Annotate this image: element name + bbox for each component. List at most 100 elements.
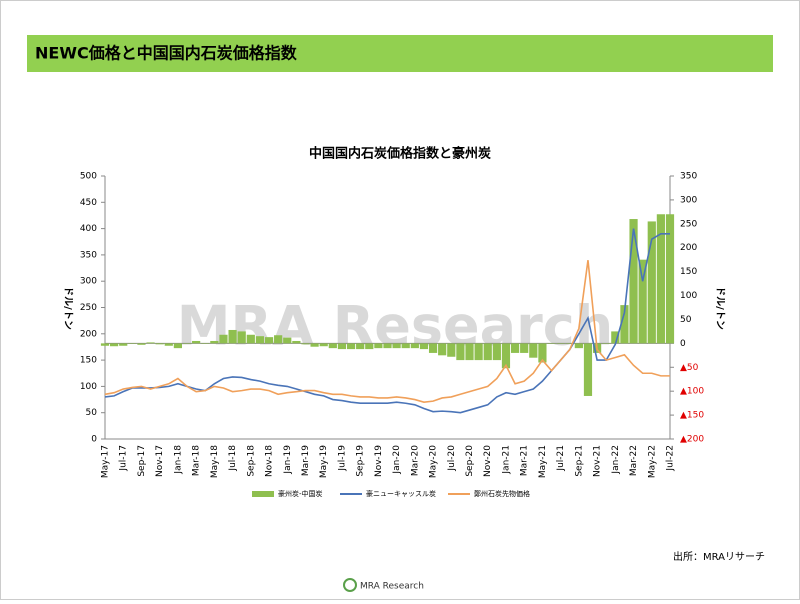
x-tick-label: Sep-21 [574, 445, 584, 477]
x-tick-label: Jul-20 [447, 445, 457, 472]
bar [538, 343, 547, 363]
y-tick-label: 450 [80, 198, 97, 208]
chart-title: 中国国内石炭価格指数と豪州炭 [309, 146, 491, 162]
bar [556, 343, 565, 344]
bar [255, 336, 265, 344]
bar [283, 337, 292, 344]
bar [274, 335, 283, 344]
bar [602, 343, 611, 344]
x-tick-label: Jan-21 [501, 445, 511, 475]
y-tick-label: 50 [86, 408, 98, 418]
x-tick-label: Jul-18 [228, 445, 238, 472]
y2-tick-label: ▲200 [680, 435, 704, 445]
y-tick-label: 150 [80, 356, 97, 366]
x-tick-label: Jul-21 [556, 445, 566, 472]
bar [337, 343, 347, 350]
x-tick-label: Nov-19 [374, 445, 384, 477]
bar [565, 343, 574, 344]
header-bar [27, 35, 773, 72]
y-tick-label: 200 [80, 329, 97, 339]
bar [328, 343, 337, 349]
y2-axis-label: ドル/トン [714, 286, 726, 330]
x-tick-label: Jan-20 [392, 445, 402, 475]
y2-tick-label: ▲100 [680, 387, 704, 397]
y-tick-label: 300 [80, 277, 97, 287]
bar [155, 343, 164, 345]
bar [520, 343, 529, 353]
x-tick-label: Sep-17 [137, 445, 147, 477]
bar [219, 334, 228, 344]
y-tick-label: 250 [80, 303, 97, 313]
x-tick-label: May-17 [101, 445, 111, 478]
x-tick-label: Jul-19 [337, 445, 347, 472]
bar [237, 331, 246, 344]
bar [137, 343, 146, 345]
bar [119, 343, 128, 346]
bar [428, 343, 438, 353]
logo [343, 578, 357, 592]
bar [228, 329, 237, 344]
watermark: MRA Research [177, 295, 613, 358]
bar [392, 343, 401, 349]
bar [365, 343, 374, 350]
bar [410, 343, 419, 349]
bar [501, 343, 511, 369]
y2-tick-label: 200 [680, 243, 697, 253]
y2-tick-label: ▲50 [680, 363, 699, 373]
header-title: NEWC価格と中国国内石炭価格指数 [35, 44, 298, 63]
x-tick-label: Sep-18 [246, 445, 256, 477]
bar [110, 343, 119, 347]
x-tick-label: Sep-20 [465, 445, 475, 477]
x-tick-label: Nov-17 [155, 445, 165, 477]
x-tick-label: Mar-21 [520, 445, 530, 476]
bar [438, 343, 447, 356]
x-tick-label: May-18 [210, 445, 220, 478]
bar [629, 219, 638, 344]
bar [301, 343, 310, 345]
bar [510, 343, 520, 353]
bar [474, 343, 483, 361]
x-tick-label: Nov-20 [483, 445, 493, 477]
bar [192, 340, 201, 344]
bar [547, 343, 556, 344]
x-tick-label: May-20 [429, 445, 439, 478]
bar [620, 305, 629, 344]
line-series [104, 228, 670, 414]
bar [456, 343, 465, 361]
y2-tick-label: 50 [680, 315, 692, 325]
y2-tick-label: 150 [680, 267, 697, 277]
y2-tick-label: 100 [680, 291, 697, 301]
footer-brand: MRA Research [360, 582, 424, 592]
x-tick-label: Mar-22 [629, 445, 639, 476]
x-tick-label: Jan-22 [611, 445, 621, 475]
y2-tick-label: 0 [680, 339, 686, 349]
bar [401, 343, 410, 349]
bar [492, 343, 501, 361]
x-tick-label: Sep-19 [356, 445, 366, 477]
y2-tick-label: 250 [680, 219, 697, 229]
x-tick-label: Mar-18 [192, 445, 202, 476]
bar [583, 343, 593, 396]
x-tick-label: Jan-19 [283, 445, 293, 475]
x-tick-label: May-21 [538, 445, 548, 478]
bar [447, 343, 456, 357]
y-axis-label: ドル/トン [62, 286, 74, 330]
y2-tick-label: 300 [680, 195, 697, 205]
bar [182, 343, 192, 344]
x-tick-label: May-19 [319, 445, 329, 478]
bar [483, 343, 492, 361]
bar [164, 343, 173, 346]
bar [356, 343, 365, 350]
source-note: 出所：MRAリサーチ [673, 550, 765, 563]
x-tick-label: Jan-18 [173, 445, 183, 475]
bar [173, 343, 183, 349]
bar [346, 343, 356, 350]
bar [465, 343, 474, 361]
bar [246, 334, 255, 344]
line-series [104, 260, 670, 403]
y2-tick-label: 350 [680, 172, 697, 182]
legend-label: 豪ニューキャッスル炭 [366, 489, 436, 498]
legend-label: 鄭州石炭先物価格 [474, 489, 530, 498]
x-tick-label: Nov-21 [593, 445, 603, 477]
